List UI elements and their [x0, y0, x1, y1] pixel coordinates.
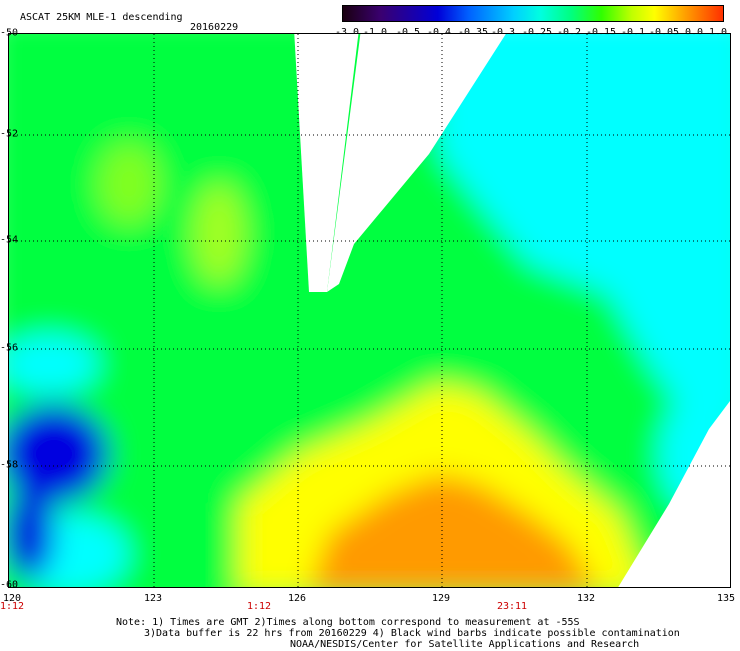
lat-label: -60: [0, 579, 19, 591]
colorbar-label: 1.0: [708, 27, 728, 38]
colorbar-label: -0.15: [585, 27, 617, 38]
colorbar-label: -0.25: [521, 27, 553, 38]
lon-label: 126: [287, 593, 307, 604]
colorbar-label: -0.1: [620, 27, 646, 38]
lat-label: -56: [0, 342, 19, 354]
lon-label: 135: [716, 593, 736, 604]
map-title: ASCAT 25KM MLE-1 descending: [20, 12, 183, 23]
note-line-3: NOAA/NESDIS/Center for Satellite Applica…: [290, 639, 640, 650]
colorbar-label: -0.35: [457, 27, 489, 38]
lon-label: 123: [143, 593, 163, 604]
colorbar-label: -0.5: [395, 27, 421, 38]
data-gap: [618, 401, 730, 587]
time-label: 1:12: [246, 601, 272, 612]
lat-label: -50: [0, 27, 19, 39]
lat-label: -52: [0, 128, 19, 140]
time-label: 1:12: [0, 601, 25, 612]
map-image: [9, 34, 730, 587]
lon-label: 132: [576, 593, 596, 604]
colorbar-label: -1.0: [362, 27, 388, 38]
colorbar-label: -0.4: [426, 27, 452, 38]
data-gap: [327, 34, 506, 292]
note-line-1: Note: 1) Times are GMT 2)Times along bot…: [116, 617, 580, 628]
colorbar: [342, 5, 724, 22]
colorbar-label: -0.2: [556, 27, 582, 38]
time-label: 23:11: [496, 601, 528, 612]
map-area: [8, 33, 731, 588]
lat-label: -54: [0, 234, 19, 246]
colorbar-label: -0.3: [490, 27, 516, 38]
data-gap: [294, 34, 359, 292]
lat-label: -58: [0, 459, 19, 471]
colorbar-label: -0.05: [648, 27, 680, 38]
colorbar-label: -3.0: [334, 27, 360, 38]
note-line-2: 3)Data buffer is 22 hrs from 20160229 4)…: [144, 628, 680, 639]
lon-label: 120: [2, 593, 22, 604]
map-date: 20160229: [190, 22, 239, 33]
colorbar-label: 0.0: [684, 27, 704, 38]
lon-label: 129: [431, 593, 451, 604]
